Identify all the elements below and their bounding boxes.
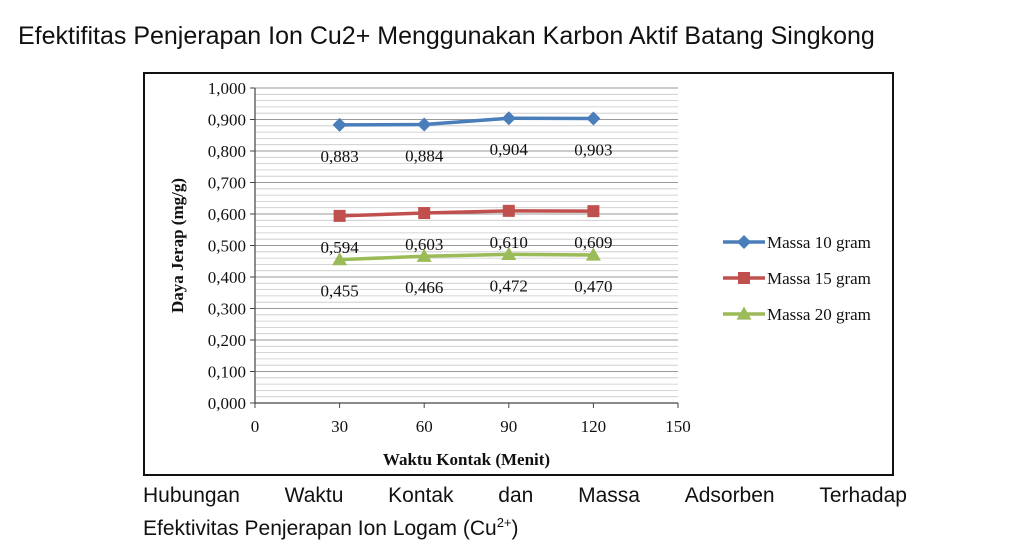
x-tick-label: 90 (500, 417, 517, 436)
data-label: 0,903 (574, 141, 612, 160)
x-tick-label: 120 (581, 417, 607, 436)
series-line (339, 252, 594, 262)
data-point (333, 209, 346, 222)
chart-frame: 0,000 0,100 0,200 0,300 0,400 0,500 0,600 0,700… (143, 72, 894, 476)
legend-label: Massa 20 gram (767, 305, 871, 324)
caption-word: Adsorben (684, 484, 775, 507)
caption-word: dan (498, 484, 534, 507)
data-label: 0,466 (405, 278, 443, 297)
data-point (332, 252, 348, 266)
caption-line-2: Efektivitas Penjerapan Ion Logam (Cu2+) (143, 509, 907, 542)
figure-caption: Hubungan Waktu Kontak dan Massa Adsorben Terha… (143, 482, 907, 542)
data-point (416, 248, 432, 262)
series-line (339, 209, 594, 218)
data-point (418, 207, 431, 220)
caption-word: Kontak (388, 484, 454, 507)
y-tick-label: 0,400 (208, 268, 246, 287)
data-point (587, 205, 600, 218)
series-line (339, 116, 594, 127)
x-tick-label: 60 (416, 417, 433, 436)
x-tick-label: 150 (665, 417, 691, 436)
data-label: 0,472 (490, 276, 528, 295)
y-tick-label: 0,700 (208, 174, 246, 193)
y-tick-label: 1,000 (208, 79, 246, 98)
data-point (586, 111, 601, 126)
caption-text: Efektivitas Penjerapan Ion Logam (Cu (143, 517, 497, 540)
legend-marker (737, 235, 751, 249)
data-point (332, 117, 347, 132)
caption-word: Waktu (284, 484, 344, 507)
legend-marker (738, 272, 750, 284)
caption-text-end: ) (511, 517, 519, 540)
legend-label: Massa 10 gram (767, 233, 871, 252)
x-tick-label: 0 (251, 417, 260, 436)
legend-label: Massa 15 gram (767, 269, 871, 288)
caption-word: Terhadap (819, 484, 907, 507)
data-point (501, 111, 516, 126)
y-tick-label: 0,900 (208, 111, 246, 130)
data-label: 0,603 (405, 235, 443, 254)
legend-marker (736, 306, 752, 320)
data-label: 0,610 (490, 233, 528, 252)
x-tick-label: 30 (331, 417, 348, 436)
data-point (417, 117, 432, 132)
caption-word: Massa (578, 484, 640, 507)
data-label: 0,455 (320, 282, 358, 301)
data-label: 0,609 (574, 233, 612, 252)
y-tick-label: 0,000 (208, 394, 246, 413)
y-tick-label: 0,100 (208, 363, 246, 382)
y-tick-label: 0,600 (208, 205, 246, 224)
line-chart: 0,000 0,100 0,200 0,300 0,400 0,500 0,600 0,700… (168, 79, 871, 469)
data-point (502, 204, 515, 217)
data-point (501, 246, 517, 260)
data-point (585, 247, 601, 261)
caption-word: Hubungan (143, 484, 240, 507)
data-label: 0,884 (405, 147, 444, 166)
data-label: 0,904 (490, 140, 529, 159)
data-label: 0,470 (574, 277, 612, 296)
y-tick-label: 0,500 (208, 237, 246, 256)
y-tick-label: 0,300 (208, 300, 246, 319)
y-tick-label: 0,800 (208, 142, 246, 161)
caption-line-1: Hubungan Waktu Kontak dan Massa Adsorben Terha… (143, 482, 907, 509)
y-tick-label: 0,200 (208, 331, 246, 350)
data-label: 0,883 (320, 147, 358, 166)
y-axis-title: Daya Jerap (mg/g) (168, 178, 187, 313)
page-title: Efektifitas Penjerapan Ion Cu2+ Mengguna… (18, 22, 875, 50)
caption-superscript: 2+ (496, 515, 512, 530)
x-axis-title: Waktu Kontak (Menit) (383, 450, 550, 469)
data-label: 0,594 (320, 238, 359, 257)
